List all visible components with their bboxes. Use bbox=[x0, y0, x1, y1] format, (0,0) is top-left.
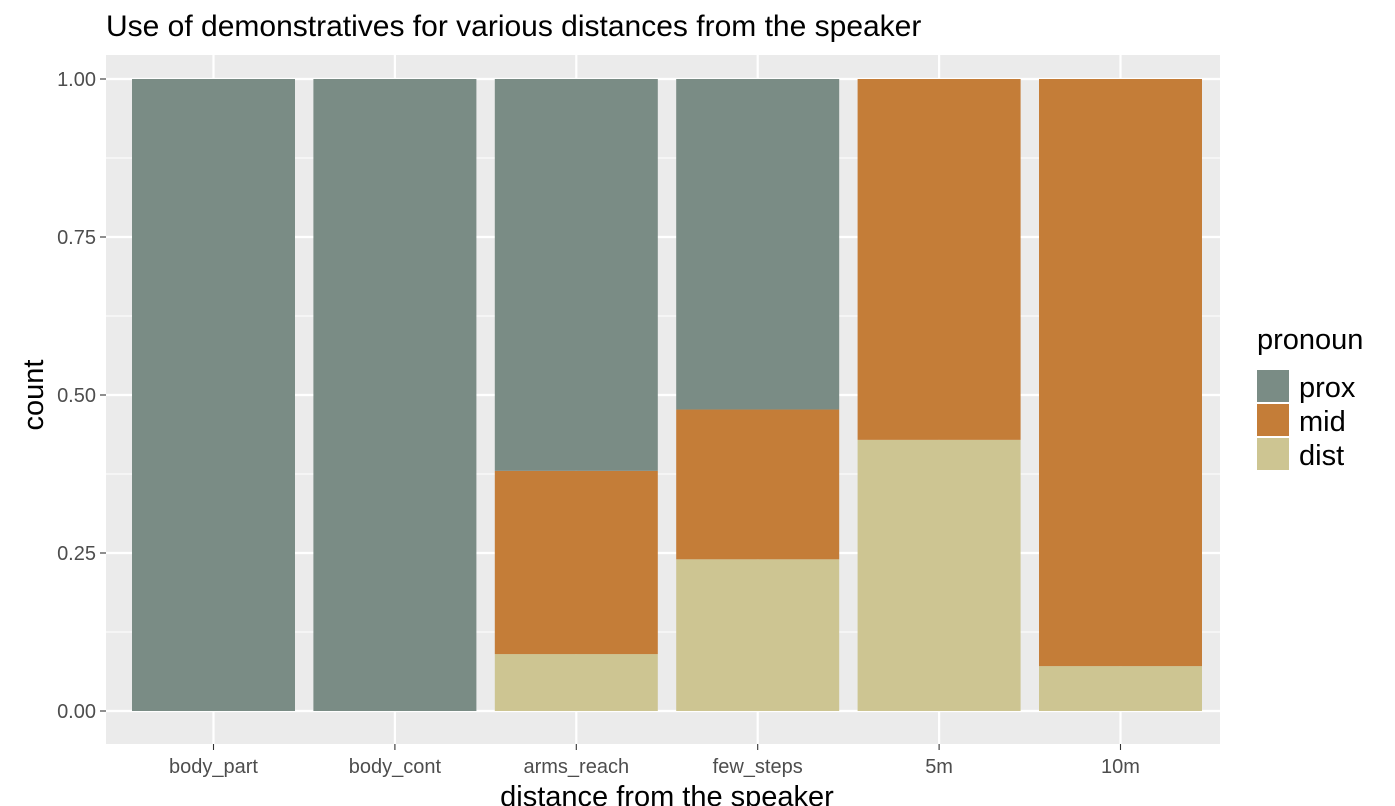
legend-title: pronoun bbox=[1257, 324, 1363, 356]
x-tick-label: few_steps bbox=[713, 756, 803, 778]
chart-title: Use of demonstratives for various distan… bbox=[106, 10, 921, 43]
legend-swatch-dist bbox=[1257, 438, 1289, 470]
x-tick-label: body_cont bbox=[349, 756, 442, 778]
legend-swatch-mid bbox=[1257, 404, 1289, 436]
bar-5m-mid bbox=[857, 79, 1021, 440]
legend-label-prox: prox bbox=[1299, 372, 1356, 404]
bar-few_steps-prox bbox=[676, 79, 840, 410]
x-tick-label: 5m bbox=[925, 756, 953, 778]
x-tick-label: body_part bbox=[169, 756, 258, 778]
x-axis-title: distance from the speaker bbox=[500, 781, 834, 806]
x-tick-label: arms_reach bbox=[523, 756, 629, 778]
x-tick-label: 10m bbox=[1101, 756, 1140, 778]
y-tick-label: 0.25 bbox=[57, 543, 96, 565]
bar-body_cont-prox bbox=[313, 79, 477, 711]
y-tick-label: 0.50 bbox=[57, 385, 96, 407]
bar-5m-dist bbox=[857, 439, 1021, 711]
bar-body_part-prox bbox=[132, 79, 295, 711]
bar-10m-mid bbox=[1039, 79, 1202, 667]
legend-swatch-prox bbox=[1257, 370, 1289, 402]
bar-arms_reach-prox bbox=[494, 79, 658, 471]
bar-10m-dist bbox=[1039, 666, 1202, 711]
y-axis-title: count bbox=[18, 360, 50, 431]
legend-label-dist: dist bbox=[1299, 440, 1344, 472]
bar-arms_reach-dist bbox=[494, 654, 658, 711]
bars bbox=[132, 79, 1202, 711]
bar-few_steps-dist bbox=[676, 559, 840, 711]
y-axis: 0.00 0.25 0.50 0.75 1.00 bbox=[57, 69, 106, 723]
bar-few_steps-mid bbox=[676, 409, 840, 560]
y-tick-label: 0.75 bbox=[57, 227, 96, 249]
x-axis: body_part body_cont arms_reach few_steps 5m 1… bbox=[169, 744, 1140, 778]
y-tick-label: 0.00 bbox=[57, 701, 96, 723]
bar-arms_reach-mid bbox=[494, 470, 658, 655]
legend-label-mid: mid bbox=[1299, 406, 1346, 438]
y-tick-label: 1.00 bbox=[57, 69, 96, 91]
